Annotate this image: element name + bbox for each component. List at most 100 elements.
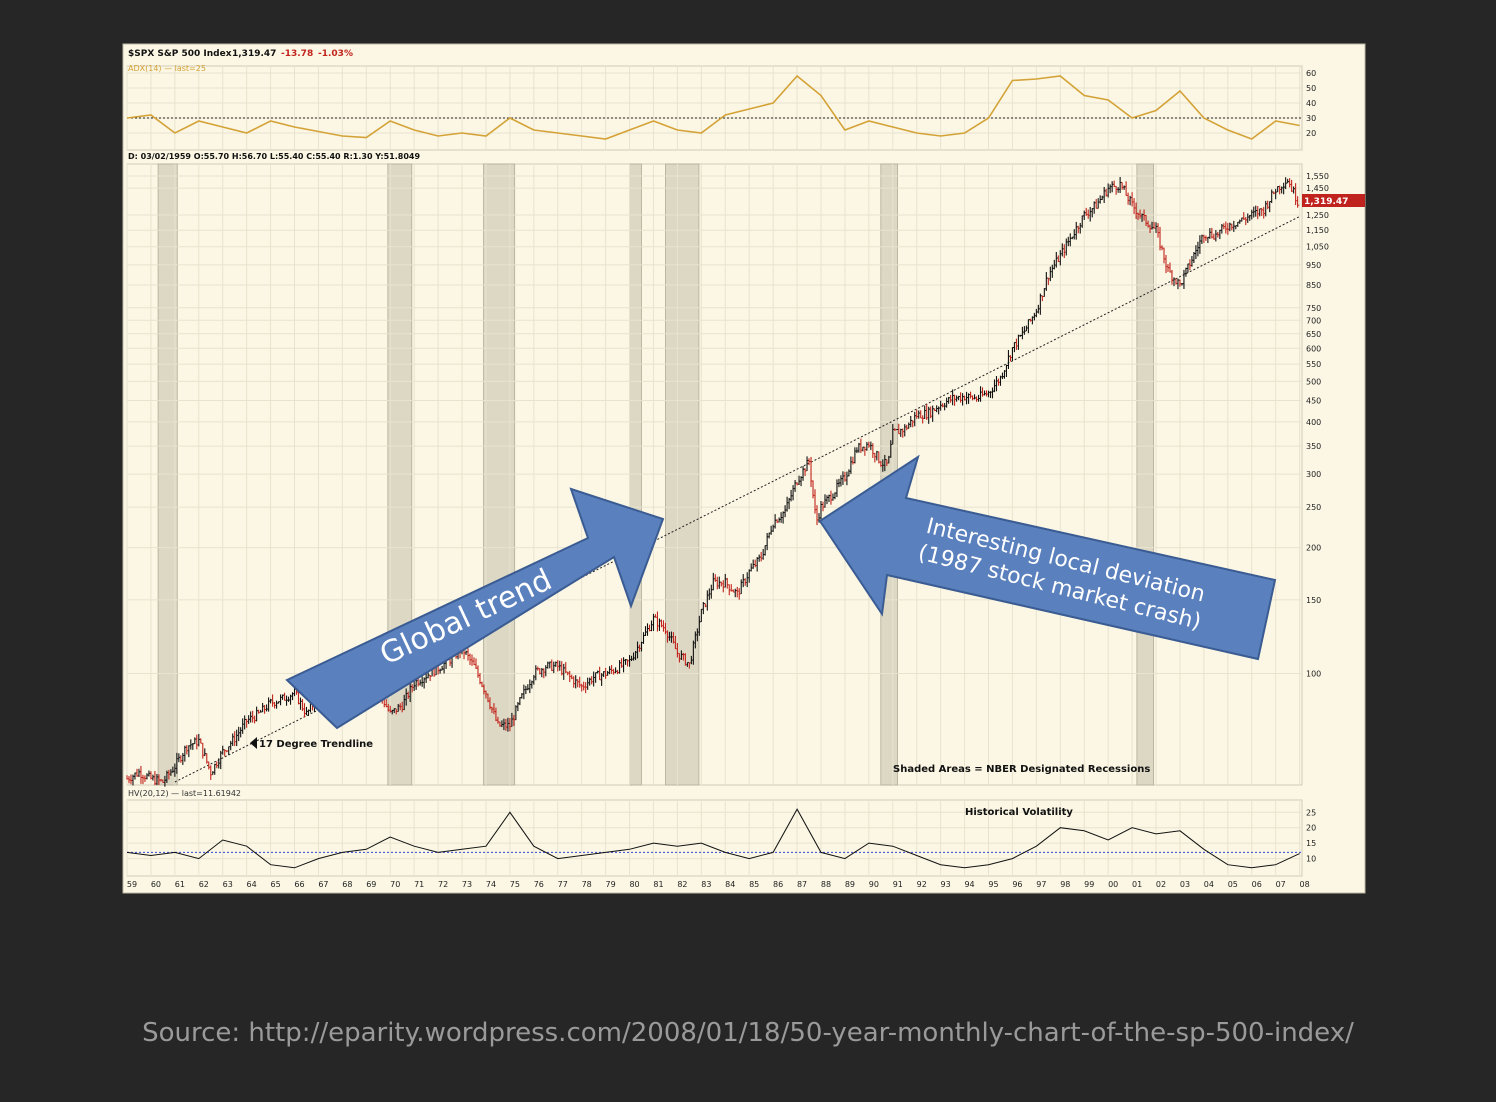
x-tick-label: 03	[1180, 880, 1190, 889]
x-tick-label: 78	[582, 880, 592, 889]
x-tick-label: 74	[486, 880, 496, 889]
x-tick-label: 60	[151, 880, 161, 889]
x-tick-label: 84	[725, 880, 735, 889]
x-tick-label: 02	[1156, 880, 1166, 889]
global-trend-arrow-shape	[285, 487, 665, 730]
price-tick-label: 250	[1306, 503, 1321, 512]
price-tick-label: 950	[1306, 261, 1321, 270]
adx-axis: 20 30 40 50 60	[1306, 69, 1316, 138]
hv-label: HV(20,12) — last=11.61942	[128, 789, 241, 798]
adx-panel: 20 30 40 50 60 $SPX S&P 500 Index 1,319.47 -…	[126, 49, 1316, 151]
price-tick-label: 200	[1306, 544, 1321, 553]
price-badge-text: 1,319.47	[1304, 197, 1348, 207]
adx-tick-label: 20	[1306, 129, 1316, 138]
x-tick-label: 87	[797, 880, 807, 889]
price-tick-label: 500	[1306, 377, 1321, 386]
x-tick-label: 71	[414, 880, 424, 889]
price-tick-label: 350	[1306, 442, 1321, 451]
x-tick-label: 05	[1228, 880, 1238, 889]
ohlc-readout: D: 03/02/1959 O:55.70 H:56.70 L:55.40 C:…	[128, 152, 420, 161]
price-tick-label: 300	[1306, 470, 1321, 479]
x-tick-label: 95	[988, 880, 998, 889]
crash-deviation-arrow-shape	[818, 454, 1277, 661]
adx-tick-label: 30	[1306, 114, 1316, 123]
x-tick-label: 81	[653, 880, 663, 889]
price-tick-label: 1,050	[1306, 243, 1329, 252]
adx-tick-label: 50	[1306, 84, 1316, 93]
price-tick-label: 1,450	[1306, 184, 1329, 193]
x-tick-label: 83	[701, 880, 711, 889]
x-tick-label: 61	[175, 880, 185, 889]
x-tick-label: 73	[462, 880, 472, 889]
hv-panel: 10 15 20 25 HV(20,12) — last=11.61942 Histo…	[126, 789, 1316, 877]
adx-grid	[126, 66, 1302, 150]
price-change-pct: -1.03%	[318, 49, 353, 59]
x-tick-label: 76	[534, 880, 544, 889]
x-tick-label: 89	[845, 880, 855, 889]
last-price: 1,319.47	[232, 49, 276, 59]
x-tick-label: 66	[294, 880, 304, 889]
trendline-pointer-icon	[250, 737, 257, 749]
price-tick-label: 400	[1306, 418, 1321, 427]
x-tick-label: 70	[390, 880, 400, 889]
adx-plot-area	[126, 65, 1303, 151]
x-tick-label: 69	[366, 880, 376, 889]
price-change: -13.78	[281, 49, 313, 59]
adx-line	[126, 74, 1300, 140]
x-tick-label: 00	[1108, 880, 1118, 889]
price-tick-label: 700	[1306, 316, 1321, 325]
x-axis: 59 60 61 62 63 64 65 66 67 68 69 70 71 72 73 74 75 76 77 78…	[127, 880, 1310, 889]
price-tick-label: 600	[1306, 344, 1321, 353]
x-tick-label: 62	[199, 880, 209, 889]
x-tick-label: 94	[964, 880, 974, 889]
x-tick-label: 91	[893, 880, 903, 889]
hv-title: Historical Volatility	[965, 807, 1073, 818]
x-tick-label: 93	[941, 880, 951, 889]
price-tick-label: 850	[1306, 281, 1321, 290]
x-tick-label: 72	[438, 880, 448, 889]
source-caption: Source: http://eparity.wordpress.com/200…	[142, 1018, 1354, 1048]
hv-tick-label: 20	[1306, 824, 1316, 833]
trendline-label: 17 Degree Trendline	[259, 739, 373, 750]
x-tick-label: 98	[1060, 880, 1070, 889]
price-tick-label: 1,150	[1306, 226, 1329, 235]
price-axis: 100 150 200 250 300 350 400 450 500 550 600 650 700 7…	[1306, 172, 1329, 678]
hv-axis: 10 15 20 25	[1306, 808, 1316, 863]
x-tick-label: 88	[821, 880, 831, 889]
x-tick-label: 63	[223, 880, 233, 889]
hv-tick-label: 25	[1306, 808, 1316, 817]
x-tick-label: 80	[629, 880, 639, 889]
x-tick-label: 07	[1276, 880, 1286, 889]
x-tick-label: 96	[1012, 880, 1022, 889]
x-tick-label: 86	[773, 880, 783, 889]
adx-label: ADX(14) — last=25	[128, 64, 206, 73]
price-badge	[1302, 194, 1365, 207]
recession-note: Shaded Areas = NBER Designated Recession…	[893, 764, 1150, 775]
x-tick-label: 77	[558, 880, 568, 889]
x-tick-label: 92	[917, 880, 927, 889]
price-tick-label: 150	[1306, 596, 1321, 605]
x-tick-label: 67	[318, 880, 328, 889]
x-tick-label: 59	[127, 880, 137, 889]
x-tick-label: 65	[270, 880, 280, 889]
x-tick-label: 97	[1036, 880, 1046, 889]
x-tick-label: 04	[1204, 880, 1214, 889]
price-tick-label: 1,550	[1306, 172, 1329, 181]
adx-tick-label: 40	[1306, 99, 1316, 108]
x-tick-label: 68	[342, 880, 352, 889]
x-tick-label: 82	[677, 880, 687, 889]
hv-tick-label: 15	[1306, 839, 1316, 848]
hv-grid	[126, 800, 1302, 876]
price-tick-label: 550	[1306, 360, 1321, 369]
x-tick-label: 79	[606, 880, 616, 889]
price-tick-label: 1,250	[1306, 211, 1329, 220]
symbol-title: $SPX S&P 500 Index	[128, 49, 232, 59]
x-tick-label: 75	[510, 880, 520, 889]
x-tick-label: 08	[1300, 880, 1310, 889]
price-tick-label: 100	[1306, 669, 1321, 678]
hv-line	[126, 808, 1300, 869]
x-tick-label: 85	[749, 880, 759, 889]
hv-tick-label: 10	[1306, 855, 1316, 864]
adx-tick-label: 60	[1306, 69, 1316, 78]
